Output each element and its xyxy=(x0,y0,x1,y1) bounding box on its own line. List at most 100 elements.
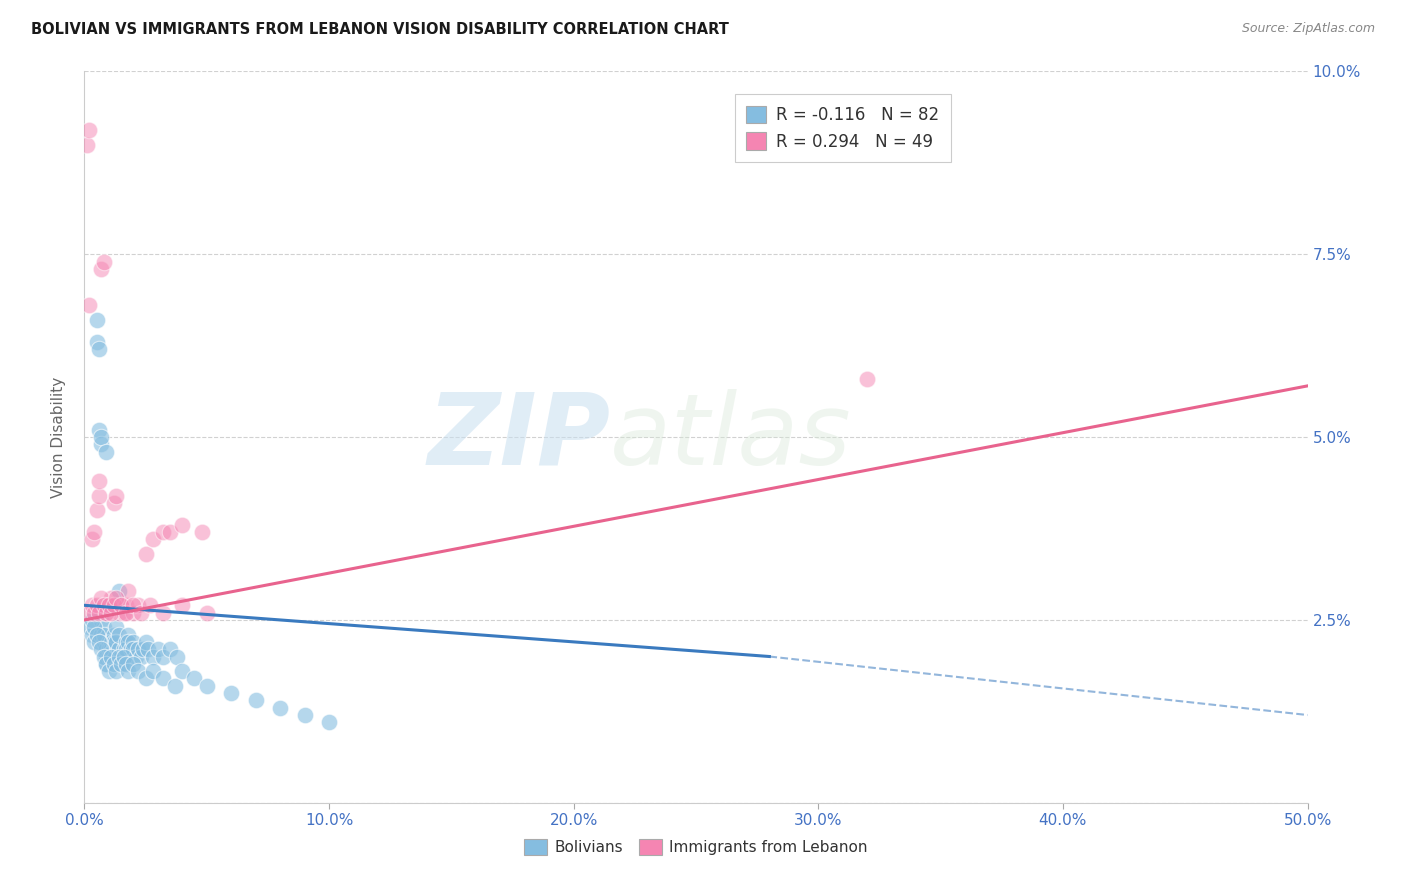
Point xyxy=(115,657,138,671)
Point xyxy=(135,547,157,561)
Point xyxy=(136,642,159,657)
Point xyxy=(110,599,132,613)
Point xyxy=(103,599,125,613)
Point xyxy=(86,627,108,641)
Point xyxy=(87,489,110,503)
Point xyxy=(132,642,155,657)
Point xyxy=(80,533,103,547)
Point xyxy=(96,606,118,620)
Text: atlas: atlas xyxy=(610,389,852,485)
Point xyxy=(77,620,100,634)
Point xyxy=(93,620,115,634)
Point xyxy=(142,649,165,664)
Point xyxy=(77,123,100,137)
Point xyxy=(77,298,100,312)
Point xyxy=(83,525,105,540)
Point xyxy=(90,261,112,276)
Point xyxy=(90,642,112,657)
Point xyxy=(142,533,165,547)
Point xyxy=(117,635,139,649)
Point xyxy=(127,664,149,678)
Point xyxy=(100,635,122,649)
Point xyxy=(90,613,112,627)
Point xyxy=(96,657,118,671)
Point xyxy=(90,437,112,451)
Point xyxy=(122,606,145,620)
Point xyxy=(83,635,105,649)
Point xyxy=(103,657,125,671)
Point xyxy=(103,627,125,641)
Point xyxy=(93,627,115,641)
Y-axis label: Vision Disability: Vision Disability xyxy=(51,376,66,498)
Point xyxy=(107,627,129,641)
Point xyxy=(107,583,129,598)
Point xyxy=(110,657,132,671)
Point xyxy=(90,430,112,444)
Point xyxy=(294,708,316,723)
Point xyxy=(80,599,103,613)
Point xyxy=(87,606,110,620)
Point xyxy=(97,649,120,664)
Point xyxy=(93,649,115,664)
Point xyxy=(112,642,135,657)
Point xyxy=(86,503,108,517)
Point xyxy=(110,599,132,613)
Text: Source: ZipAtlas.com: Source: ZipAtlas.com xyxy=(1241,22,1375,36)
Point xyxy=(112,606,135,620)
Point xyxy=(120,642,142,657)
Point xyxy=(100,591,122,605)
Point xyxy=(96,657,118,671)
Point xyxy=(318,715,340,730)
Point xyxy=(127,642,149,657)
Text: BOLIVIAN VS IMMIGRANTS FROM LEBANON VISION DISABILITY CORRELATION CHART: BOLIVIAN VS IMMIGRANTS FROM LEBANON VISI… xyxy=(31,22,728,37)
Point xyxy=(129,606,152,620)
Point xyxy=(110,657,132,671)
Point xyxy=(172,664,194,678)
Point xyxy=(152,672,174,686)
Point xyxy=(152,606,174,620)
Point xyxy=(129,649,152,664)
Point xyxy=(146,642,169,657)
Point xyxy=(90,627,112,641)
Point xyxy=(135,635,157,649)
Point xyxy=(87,474,110,488)
Point xyxy=(112,649,135,664)
Point xyxy=(115,599,138,613)
Point xyxy=(105,664,128,678)
Point xyxy=(172,599,194,613)
Point xyxy=(97,664,120,678)
Point xyxy=(159,642,181,657)
Point xyxy=(97,642,120,657)
Point xyxy=(86,334,108,349)
Point xyxy=(96,444,118,458)
Point xyxy=(125,649,148,664)
Point xyxy=(115,642,138,657)
Point xyxy=(90,591,112,605)
Point xyxy=(86,313,108,327)
Point xyxy=(96,649,118,664)
Point xyxy=(96,642,118,657)
Point xyxy=(142,664,165,678)
Point xyxy=(110,649,132,664)
Point xyxy=(87,635,110,649)
Point xyxy=(77,606,100,620)
Point xyxy=(117,664,139,678)
Point xyxy=(96,606,118,620)
Point xyxy=(172,517,194,532)
Point xyxy=(122,657,145,671)
Point xyxy=(87,343,110,357)
Point xyxy=(93,635,115,649)
Point xyxy=(105,489,128,503)
Point xyxy=(117,583,139,598)
Point xyxy=(80,627,103,641)
Point xyxy=(76,137,98,152)
Point xyxy=(93,254,115,268)
Point xyxy=(100,642,122,657)
Point xyxy=(163,679,186,693)
Point xyxy=(97,635,120,649)
Point xyxy=(122,642,145,657)
Point xyxy=(107,649,129,664)
Point xyxy=(122,635,145,649)
Point xyxy=(135,672,157,686)
Point xyxy=(166,649,188,664)
